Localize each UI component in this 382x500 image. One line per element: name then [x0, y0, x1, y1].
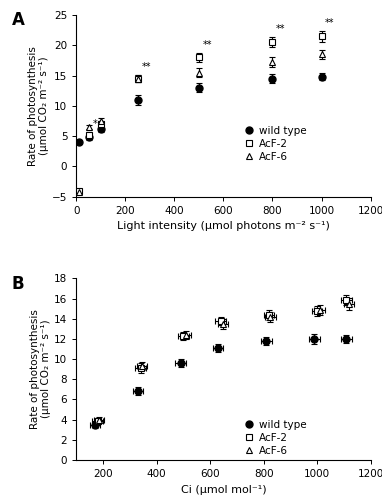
Text: B: B: [12, 274, 24, 292]
X-axis label: Ci (µmol mol⁻¹): Ci (µmol mol⁻¹): [181, 484, 266, 494]
Y-axis label: Rate of photosynthesis
(µmol CO₂ m⁻² s⁻¹): Rate of photosynthesis (µmol CO₂ m⁻² s⁻¹…: [30, 309, 51, 429]
Y-axis label: Rate of photosynthesis
(µmol CO₂ m⁻² s⁻¹): Rate of photosynthesis (µmol CO₂ m⁻² s⁻¹…: [28, 46, 49, 166]
Legend: wild type, AcF-2, AcF-6: wild type, AcF-2, AcF-6: [243, 420, 307, 456]
Text: **: **: [276, 24, 286, 34]
Legend: wild type, AcF-2, AcF-6: wild type, AcF-2, AcF-6: [243, 126, 307, 162]
Text: **: **: [325, 18, 335, 28]
Text: A: A: [12, 12, 24, 30]
Text: **: **: [141, 62, 151, 72]
Text: **: **: [202, 40, 212, 50]
X-axis label: Light intensity (µmol photons m⁻² s⁻¹): Light intensity (µmol photons m⁻² s⁻¹): [117, 221, 330, 231]
Text: *: *: [92, 119, 97, 129]
